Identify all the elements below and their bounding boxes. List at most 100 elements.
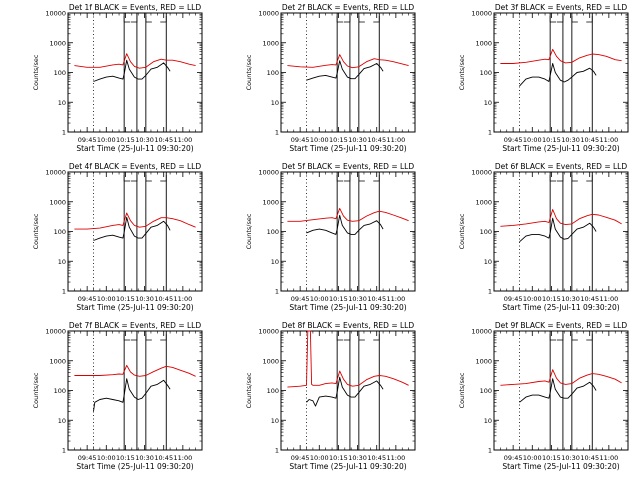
x-tick-label: 10:00 (97, 295, 116, 303)
x-tick-label: 10:45 (154, 454, 173, 462)
y-tick-label: 1 (62, 129, 66, 137)
x-tick-label: 09:45 (78, 136, 97, 144)
detector-panel: Det 4f BLACK = Events, RED = LLD Counts/s… (32, 162, 203, 312)
x-tick-label: 10:30 (135, 295, 154, 303)
x-tick-label: 11:00 (599, 136, 618, 144)
y-tick-label: 10000 (258, 328, 279, 336)
y-tick-label: 10 (484, 417, 492, 425)
chart-title: Det 1f BLACK = Events, RED = LLD (69, 3, 202, 12)
x-tick-label: 10:45 (580, 136, 599, 144)
y-tick-label: 10 (484, 258, 492, 266)
marker-bracket (130, 16, 138, 23)
y-tick-label: 10000 (471, 10, 492, 18)
y-tick-label: 1000 (262, 39, 279, 47)
marker-bracket (343, 175, 351, 182)
y-tick-label: 100 (480, 228, 492, 236)
x-tick-label: 10:00 (523, 136, 542, 144)
y-tick-label: 10 (484, 99, 492, 107)
x-tick-label: 09:45 (291, 136, 310, 144)
y-tick-label: 10 (271, 99, 279, 107)
detector-panel: Det 2f BLACK = Events, RED = LLD Counts/s… (245, 3, 416, 153)
y-tick-label: 1000 (475, 198, 492, 206)
lld-series-line (287, 54, 409, 69)
chart-title: Det 2f BLACK = Events, RED = LLD (282, 3, 415, 12)
marker-bracket (145, 334, 152, 341)
marker-bracket (549, 175, 557, 182)
x-tick-label: 09:45 (504, 136, 523, 144)
x-axis-label: Start Time (25-Jul-11 09:30:20) (289, 303, 406, 312)
x-tick-label: 11:00 (173, 454, 192, 462)
y-tick-label: 100 (267, 69, 279, 77)
x-tick-label: 11:00 (599, 295, 618, 303)
x-tick-label: 10:00 (523, 295, 542, 303)
y-tick-label: 100 (480, 387, 492, 395)
x-tick-label: 10:00 (97, 136, 116, 144)
events-series-line (93, 59, 171, 82)
y-tick-label: 100 (267, 387, 279, 395)
chart-title: Det 8f BLACK = Events, RED = LLD (282, 321, 415, 330)
marker-bracket (373, 334, 380, 341)
x-tick-label: 10:45 (367, 136, 386, 144)
marker-bracket (145, 16, 152, 23)
events-series-line (93, 216, 171, 241)
plot-frame (67, 330, 203, 451)
y-tick-label: 100 (267, 228, 279, 236)
y-tick-label: 10 (58, 99, 66, 107)
x-tick-label: 10:30 (135, 454, 154, 462)
y-axis-label: Counts/sec (245, 213, 253, 249)
x-tick-label: 10:30 (348, 136, 367, 144)
plot-frame (493, 171, 629, 292)
y-tick-label: 1000 (49, 39, 66, 47)
chart-title: Det 6f BLACK = Events, RED = LLD (495, 162, 628, 171)
x-tick-label: 10:15 (116, 136, 135, 144)
x-axis-label: Start Time (25-Jul-11 09:30:20) (502, 462, 619, 471)
x-tick-label: 10:45 (580, 295, 599, 303)
y-tick-label: 10000 (471, 328, 492, 336)
x-axis-label: Start Time (25-Jul-11 09:30:20) (502, 144, 619, 153)
marker-bracket (556, 334, 564, 341)
x-axis-label: Start Time (25-Jul-11 09:30:20) (289, 462, 406, 471)
chart-title: Det 9f BLACK = Events, RED = LLD (495, 321, 628, 330)
x-tick-label: 10:15 (329, 454, 348, 462)
x-tick-label: 10:45 (367, 295, 386, 303)
marker-bracket (549, 16, 557, 23)
x-tick-label: 10:15 (542, 454, 561, 462)
plot-frame (280, 171, 416, 292)
x-tick-label: 11:00 (386, 454, 405, 462)
x-axis-label: Start Time (25-Jul-11 09:30:20) (76, 303, 193, 312)
lld-series-line (500, 209, 622, 227)
y-tick-label: 1 (275, 447, 279, 455)
x-tick-label: 10:15 (116, 295, 135, 303)
y-tick-label: 1 (275, 129, 279, 137)
x-tick-label: 10:00 (97, 454, 116, 462)
x-tick-label: 10:30 (348, 295, 367, 303)
x-tick-label: 11:00 (173, 295, 192, 303)
marker-bracket (343, 16, 351, 23)
y-tick-label: 100 (54, 69, 66, 77)
x-tick-label: 10:30 (561, 295, 580, 303)
y-tick-label: 10 (271, 258, 279, 266)
x-tick-label: 09:45 (78, 295, 97, 303)
marker-bracket (373, 16, 380, 23)
x-tick-label: 11:00 (386, 295, 405, 303)
chart-title: Det 3f BLACK = Events, RED = LLD (495, 3, 628, 12)
plot-frame (280, 12, 416, 133)
y-tick-label: 1000 (49, 198, 66, 206)
y-tick-label: 100 (54, 387, 66, 395)
marker-bracket (571, 334, 578, 341)
lld-series-line (74, 212, 196, 230)
marker-bracket (336, 334, 344, 341)
x-axis-label: Start Time (25-Jul-11 09:30:20) (289, 144, 406, 153)
events-series-line (519, 378, 597, 403)
y-tick-label: 100 (54, 228, 66, 236)
marker-bracket (586, 334, 593, 341)
marker-bracket (123, 334, 131, 341)
x-tick-label: 10:00 (310, 454, 329, 462)
marker-bracket (556, 175, 564, 182)
x-tick-label: 11:00 (386, 136, 405, 144)
x-tick-label: 09:45 (78, 454, 97, 462)
y-tick-label: 1 (488, 447, 492, 455)
lld-series-line (500, 48, 622, 64)
